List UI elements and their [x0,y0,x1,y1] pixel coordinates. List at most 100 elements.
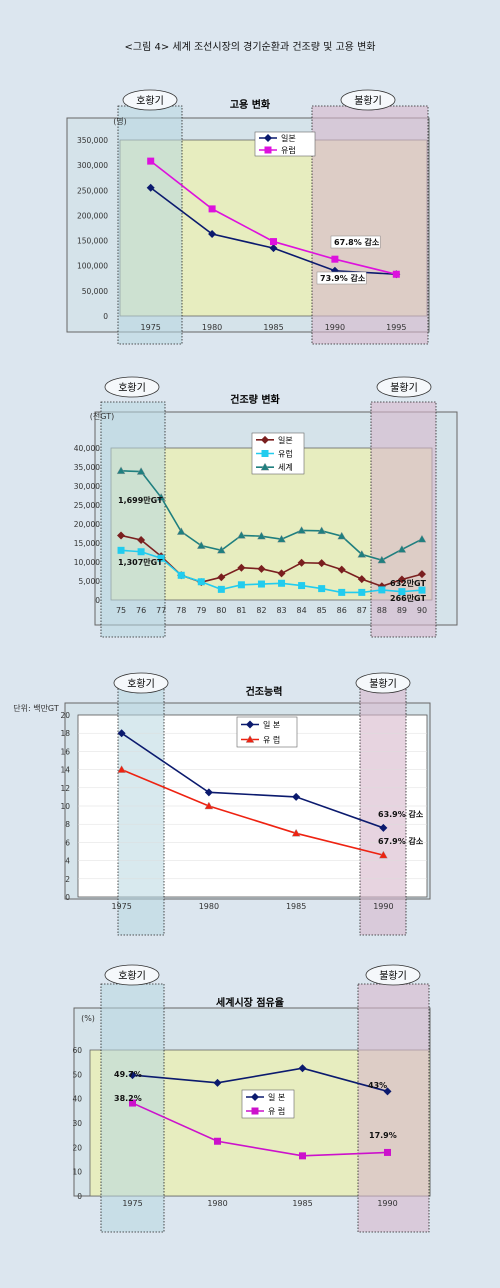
x-tick-label: 1975 [111,902,131,911]
data-point [378,586,386,594]
data-point [128,1071,137,1080]
legend-label: 일본 [281,134,296,143]
boom-label: 호황기 [127,678,155,690]
data-point [384,1148,391,1156]
data-point [392,270,400,278]
legend-label: 일 본 [263,721,280,730]
data-point [338,588,346,596]
x-tick-label: 75 [116,606,126,615]
data-point [277,569,286,578]
x-tick-label: 77 [156,606,166,615]
data-point [291,828,301,837]
annotation-label: 63.9% 감소 [378,809,424,819]
data-point [129,1099,136,1107]
data-point [176,527,186,535]
series-line [121,732,384,829]
data-point [117,729,126,738]
series-line [121,768,384,856]
chart-employment: 호황기 불황기 고용 변화 (명) 350,000 300,000 250,000 200,0… [66,89,430,345]
bust-label: 불황기 [354,95,382,107]
bust-label: 불황기 [379,970,407,982]
x-tick-label: 86 [337,606,347,615]
data-point [177,571,185,579]
annotation-label: 67.9% 감소 [378,836,424,846]
data-point [337,565,346,574]
y-tick-label: 30 [72,1119,82,1128]
data-point [157,554,165,562]
series-line [132,1102,388,1157]
page-title: <그림 4> 세계 조선시장의 경기순환과 건조량 및 고용 변화 [124,42,376,53]
y-tick-label: 50,000 [82,287,108,296]
data-point [297,558,306,567]
y-axis-label: (%) [81,1014,95,1023]
legend-swatch-marker [260,462,270,471]
data-point [137,535,146,544]
data-point [204,801,214,810]
annotation-label: 1,307만GT [118,557,163,567]
x-tick-label: 1985 [286,902,306,911]
y-tick-label: 35,000 [74,463,100,472]
y-axis-label: (명) [113,116,127,126]
data-point [270,238,277,246]
data-point [383,1087,392,1096]
annotation-label: 73.9% 감소 [320,273,366,283]
x-tick-label: 84 [297,606,307,615]
annotation-label: 67.8% 감소 [334,237,380,247]
y-tick-label: 6 [65,838,70,847]
y-tick-label: 10,000 [74,558,100,567]
x-tick-label: 85 [317,606,327,615]
series-line [121,470,423,561]
data-point [377,555,387,564]
data-point [208,230,217,239]
annotation-box [330,235,381,249]
x-tick-label: 1990 [373,902,393,911]
y-tick-label: 14 [60,766,70,775]
y-axis-label: (천GT) [90,411,114,421]
y-tick-label: 20 [60,711,70,720]
legend-swatch-marker [251,1093,259,1101]
data-point [358,588,366,596]
legend-label: 유 럽 [263,736,280,745]
chart-title: 건조능력 [246,685,283,698]
data-point [156,492,166,501]
data-point [298,1064,307,1073]
x-tick-label: 79 [196,606,206,615]
y-tick-label: 100,000 [77,262,108,271]
y-tick-label: 60 [72,1046,82,1055]
chart-title: 세계시장 점유율 [216,996,284,1009]
y-tick-label: 50 [72,1070,82,1079]
boom-label-oval [104,376,160,398]
annotation-label: 49.7% [114,1070,142,1079]
legend-label: 일 본 [268,1093,285,1102]
legend-label: 세계 [278,462,293,472]
data-point [317,559,326,568]
legend-label: 유럽 [281,146,296,155]
data-point [418,586,426,594]
x-tick-label: 90 [417,606,427,615]
data-point [278,579,286,587]
data-point [257,564,266,573]
data-point [337,531,347,540]
annotation-label: 38.2% [114,1094,142,1103]
annotation-label: 266만GT [390,593,426,603]
data-point [147,157,155,165]
y-tick-label: 200,000 [77,211,108,220]
annotation-label: 1,699만GT [118,495,163,505]
y-tick-label: 20 [72,1143,82,1152]
legend-label: 일본 [278,436,293,445]
bust-period-box [311,105,429,345]
x-tick-label: 1985 [263,323,283,332]
bust-period-box [359,686,407,936]
data-point [137,548,145,556]
y-tick-label: 40 [72,1095,82,1104]
data-point [277,534,286,543]
x-tick-label: 76 [136,606,146,615]
data-point [377,582,386,591]
boom-label-oval [113,672,169,694]
bust-label: 불황기 [390,382,418,394]
legend-box [241,1089,295,1119]
data-point [237,581,245,589]
x-tick-label: 1995 [386,323,406,332]
data-point [379,823,388,832]
